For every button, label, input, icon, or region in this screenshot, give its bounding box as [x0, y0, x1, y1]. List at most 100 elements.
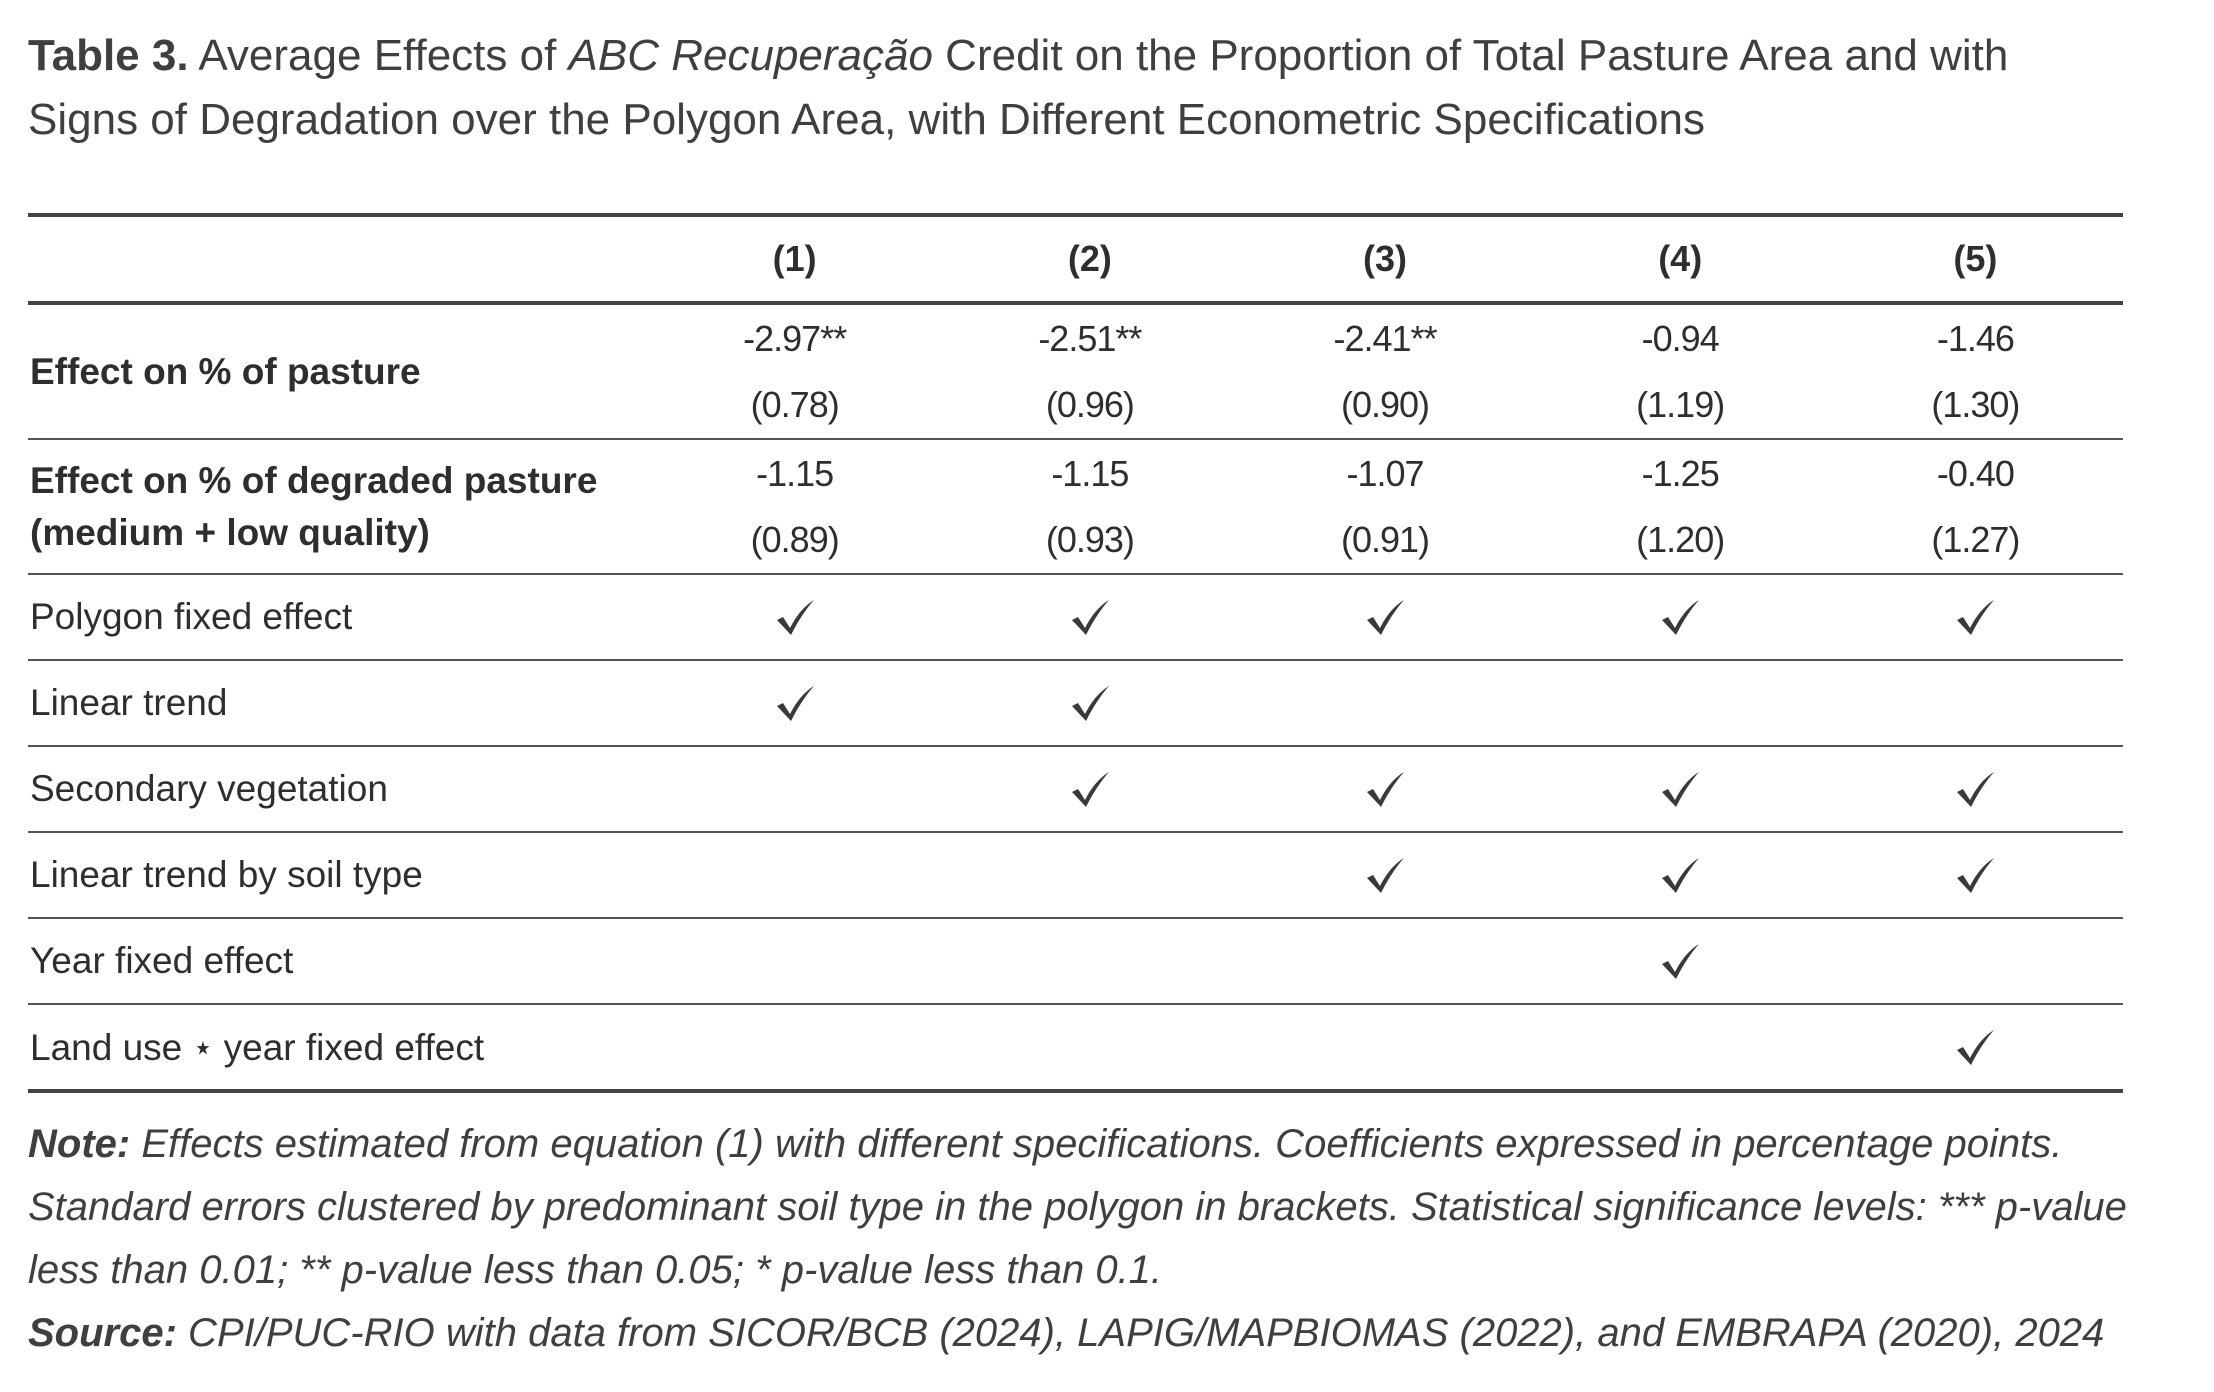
standard-error: (0.91) [1341, 518, 1430, 560]
column-header: (5) [1827, 213, 2123, 305]
value-cell: -2.51** (0.96) [942, 303, 1238, 440]
column-header: (3) [1237, 213, 1533, 305]
row-label: Linear trend [28, 660, 648, 747]
column-header: (2) [942, 213, 1238, 305]
value-cell: -2.41** (0.90) [1237, 303, 1533, 440]
check-cell [1827, 574, 2123, 661]
results-table-wrapper: (1) (2) (3) (4) (5) Effect on % of pastu… [28, 213, 2123, 1093]
coefficient: -2.51** [1038, 317, 1142, 359]
check-cell [942, 574, 1238, 661]
source-paragraph: Source: CPI/PUC-RIO with data from SICOR… [28, 1302, 2128, 1365]
checkmark-icon [774, 683, 816, 725]
standard-error: (0.89) [750, 518, 840, 560]
standard-error: (0.78) [750, 383, 840, 425]
checkmark-icon [1659, 769, 1701, 811]
value-cell: -2.97** (0.78) [647, 303, 943, 440]
value-cell: -1.15 (0.89) [647, 439, 943, 575]
checkmark-icon [1069, 769, 1111, 811]
check-cell [1532, 1004, 1828, 1093]
check-cell [942, 1004, 1238, 1093]
note-text: Effects estimated from equation (1) with… [28, 1122, 2127, 1292]
value-cell: -0.40 (1.27) [1827, 439, 2123, 575]
value-cell: -0.94 (1.19) [1532, 303, 1828, 440]
coefficient: -1.25 [1641, 452, 1720, 494]
check-cell [942, 918, 1238, 1005]
row-label-line1: Effect on % of degraded pasture [30, 459, 598, 501]
spec-row: Year fixed effect [28, 918, 2123, 1005]
header-empty-cell [28, 213, 648, 305]
source-text: CPI/PUC-RIO with data from SICOR/BCB (20… [176, 1311, 2105, 1355]
coefficient: -0.40 [1936, 452, 2015, 494]
check-cell [1827, 918, 2123, 1005]
caption-text-after: Credit on the Proportion of Total Pastur… [28, 31, 2009, 144]
checkmark-icon [1364, 769, 1406, 811]
results-table: (1) (2) (3) (4) (5) Effect on % of pastu… [28, 213, 2123, 1093]
coefficient: -1.07 [1346, 452, 1424, 494]
checkmark-icon [1954, 855, 1996, 897]
check-cell [942, 660, 1238, 747]
checkmark-icon [1659, 941, 1701, 983]
table-header-row: (1) (2) (3) (4) (5) [28, 213, 2123, 305]
row-label: Polygon fixed effect [28, 574, 648, 661]
check-cell [1827, 832, 2123, 919]
standard-error: (1.19) [1636, 383, 1725, 425]
spec-row: Land use ⋆ year fixed effect [28, 1004, 2123, 1093]
coefficient: -0.94 [1641, 317, 1720, 359]
checkmark-icon [1069, 597, 1111, 639]
check-cell [647, 1004, 943, 1093]
spec-row: Secondary vegetation [28, 746, 2123, 833]
check-cell [1827, 660, 2123, 747]
coefficient: -1.15 [1051, 452, 1129, 494]
column-header: (4) [1532, 213, 1828, 305]
check-cell [1237, 918, 1533, 1005]
check-cell [647, 574, 943, 661]
check-cell [1532, 832, 1828, 919]
coefficient: -2.41** [1333, 317, 1437, 359]
coefficient: -2.97** [743, 317, 847, 359]
note-paragraph: Note: Effects estimated from equation (1… [28, 1113, 2128, 1302]
standard-error: (1.30) [1931, 383, 2020, 425]
check-cell [1532, 574, 1828, 661]
check-cell [1237, 1004, 1533, 1093]
checkmark-icon [1954, 1027, 1996, 1069]
standard-error: (0.90) [1341, 383, 1430, 425]
check-cell [942, 832, 1238, 919]
effect-row-pasture: Effect on % of pasture -2.97** (0.78) -2.… [28, 303, 2123, 440]
row-label: Year fixed effect [28, 918, 648, 1005]
effect-row-degraded-pasture: Effect on % of degraded pasture (medium +… [28, 439, 2123, 575]
check-cell [1237, 660, 1533, 747]
check-cell [647, 746, 943, 833]
row-label: Effect on % of degraded pasture (medium +… [28, 439, 648, 575]
value-cell: -1.25 (1.20) [1532, 439, 1828, 575]
value-cell: -1.07 (0.91) [1237, 439, 1533, 575]
standard-error: (0.93) [1045, 518, 1135, 560]
row-label: Effect on % of pasture [28, 303, 648, 440]
caption-text-before: Average Effects of [188, 31, 569, 80]
checkmark-icon [1659, 855, 1701, 897]
checkmark-icon [1364, 597, 1406, 639]
table-caption: Table 3. Average Effects of ABC Recupera… [28, 24, 2128, 152]
checkmark-icon [1069, 683, 1111, 725]
checkmark-icon [1364, 855, 1406, 897]
coefficient: -1.46 [1936, 317, 2015, 359]
caption-label: Table 3. [28, 31, 189, 80]
check-cell [647, 660, 943, 747]
checkmark-icon [774, 597, 816, 639]
check-cell [1237, 574, 1533, 661]
row-label: Secondary vegetation [28, 746, 648, 833]
caption-emphasis: ABC Recuperação [568, 31, 933, 80]
spec-row: Linear trend by soil type [28, 832, 2123, 919]
coefficient: -1.15 [756, 452, 834, 494]
check-cell [647, 832, 943, 919]
check-cell [1532, 746, 1828, 833]
check-cell [942, 746, 1238, 833]
spec-row: Linear trend [28, 660, 2123, 747]
note-label: Note: [28, 1122, 131, 1166]
value-cell: -1.46 (1.30) [1827, 303, 2123, 440]
row-label-line2: (medium + low quality) [30, 511, 430, 553]
checkmark-icon [1954, 769, 1996, 811]
spec-row: Polygon fixed effect [28, 574, 2123, 661]
standard-error: (0.96) [1045, 383, 1135, 425]
source-label: Source: [28, 1311, 177, 1355]
check-cell [1237, 746, 1533, 833]
